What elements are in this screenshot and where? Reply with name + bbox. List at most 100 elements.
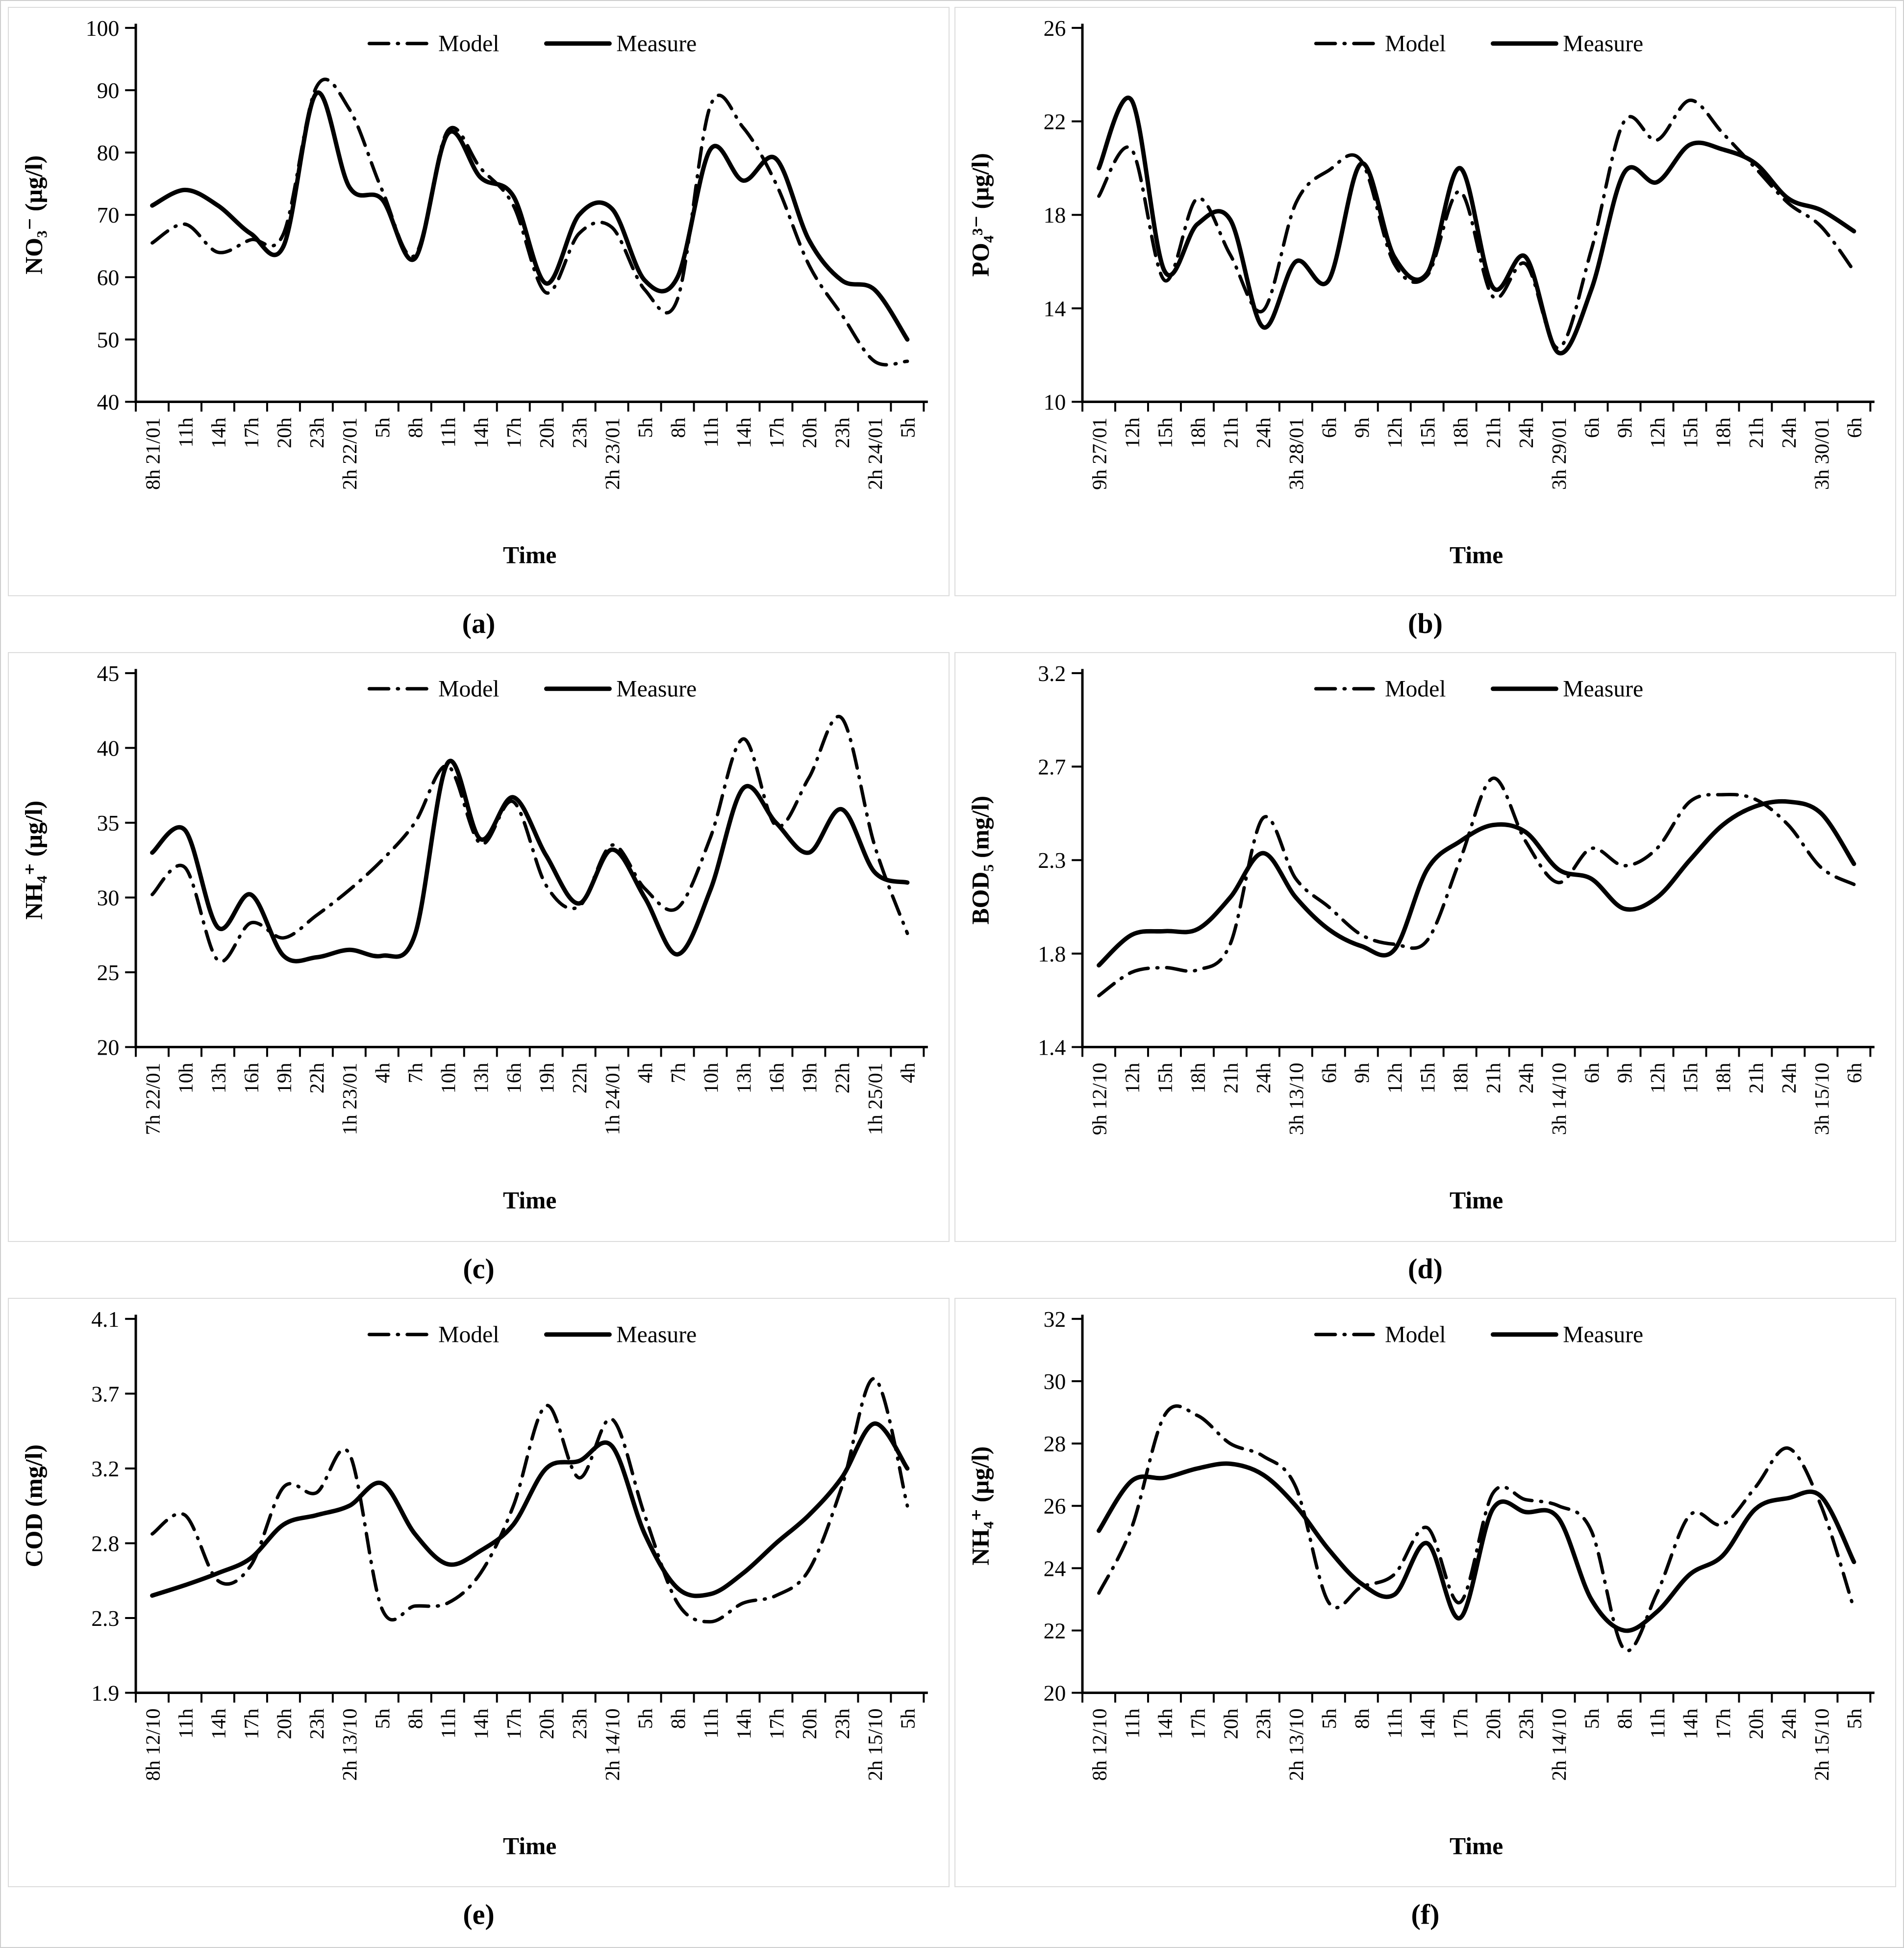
x-tick-label: 2h 24/01 — [864, 417, 887, 490]
x-tick-label: 1h 24/01 — [601, 1063, 624, 1136]
chart-e: 1.9 2.3 2.8 3.2 3.7 4.1 8h 12/10 11h 14h 17h 20h 23… — [8, 1297, 950, 1887]
x-tick-label: 10h — [175, 1063, 197, 1094]
series-model-line — [150, 715, 909, 963]
y-tick-label: 1.4 — [1038, 1035, 1066, 1060]
x-tick-label: 13h — [207, 1063, 230, 1094]
caption-a: (a) — [8, 596, 950, 650]
y-tick-label: 3.7 — [91, 1381, 119, 1406]
y-tick-label: 45 — [97, 661, 120, 686]
x-tick-label: 16h — [766, 1063, 788, 1094]
x-axis-title: Time — [1450, 1832, 1503, 1859]
x-tick-label: 3h 13/10 — [1285, 1063, 1308, 1136]
y-tick-label: 22 — [1044, 1618, 1066, 1643]
x-axis: 8h 12/10 11h 14h 17h 20h 23h 2h 13/10 5h 8h 11h 14… — [135, 1693, 925, 1781]
x-tick-label: 12h — [1121, 417, 1144, 448]
panel-a: 40 50 60 70 80 90 100 8h 21/01 11h 14h 17h 20h 23h 2h… — [8, 7, 950, 650]
x-tick-label: 4h — [634, 1063, 657, 1084]
x-tick-label: 21h — [1745, 1063, 1768, 1094]
y-tick-label: 2.3 — [91, 1606, 119, 1631]
x-tick-label: 3h 30/01 — [1811, 417, 1833, 490]
y-axis-title: NH₄⁺ (µg/l) — [967, 1446, 994, 1565]
x-tick-label: 5h — [372, 1708, 394, 1729]
x-tick-label: 16h — [503, 1063, 526, 1094]
x-tick-label: 12h — [1384, 1063, 1406, 1094]
x-tick-label: 11h — [437, 1708, 460, 1738]
y-axis: 1.4 1.8 2.3 2.7 3.2 — [1038, 661, 1083, 1060]
x-tick-label: 16h — [240, 1063, 263, 1094]
x-tick-label: 18h — [1712, 1063, 1735, 1094]
y-axis-title: BOD₅ (mg/l) — [967, 796, 994, 925]
chart-c: 20 25 30 35 40 45 7h 22/01 10h 13h 16h 19h 22h 1h 23… — [8, 652, 950, 1242]
x-tick-label: 2h 13/10 — [339, 1708, 361, 1781]
x-tick-label: 17h — [1450, 1708, 1472, 1739]
x-tick-label: 7h 22/01 — [142, 1063, 164, 1136]
y-tick-label: 25 — [97, 960, 120, 985]
x-tick-label: 9h — [1351, 1063, 1374, 1084]
y-tick-label: 2.3 — [1038, 848, 1066, 873]
axes — [1081, 24, 1875, 404]
y-tick-label: 1.9 — [91, 1680, 119, 1705]
caption-c: (c) — [8, 1242, 950, 1296]
x-tick-label: 6h — [1844, 417, 1866, 438]
x-tick-label: 11h — [175, 417, 197, 447]
x-tick-label: 20h — [273, 1708, 296, 1739]
x-axis: 9h 12/10 12h 15h 18h 21h 24h 3h 13/10 6h 9h 12h 15… — [1081, 1047, 1872, 1136]
x-tick-label: 13h — [470, 1063, 493, 1094]
y-tick-label: 40 — [97, 736, 120, 761]
caption-f-text: (f) — [1411, 1898, 1440, 1930]
series-measure-line — [1097, 799, 1856, 968]
x-tick-label: 15h — [1417, 417, 1439, 448]
x-tick-label: 21h — [1220, 417, 1242, 448]
x-axis-title: Time — [503, 1832, 556, 1859]
x-axis: 9h 27/01 12h 15h 18h 21h 24h 3h 28/01 6h 9h 12h 15… — [1081, 402, 1872, 490]
x-tick-label: 18h — [1712, 417, 1735, 448]
x-tick-label: 17h — [240, 417, 263, 448]
x-tick-label: 2h 13/10 — [1285, 1708, 1308, 1781]
axes — [134, 669, 928, 1049]
x-tick-label: 17h — [503, 417, 526, 448]
y-tick-label: 14 — [1044, 296, 1066, 321]
legend-model-label: Model — [1385, 676, 1446, 702]
x-tick-label: 23h — [306, 1708, 328, 1739]
x-tick-label: 20h — [273, 417, 296, 448]
x-tick-label: 22h — [831, 1063, 854, 1094]
x-tick-label: 23h — [1253, 1708, 1275, 1739]
y-axis: 40 50 60 70 80 90 100 — [86, 16, 136, 415]
legend-measure-label: Measure — [616, 31, 697, 57]
panel-c: 20 25 30 35 40 45 7h 22/01 10h 13h 16h 19h 22h 1h 23… — [8, 652, 950, 1295]
panel-b: 10 14 18 22 26 9h 27/01 12h 15h 18h 21h 24h 3h 28/0… — [954, 7, 1896, 650]
y-tick-label: 32 — [1044, 1306, 1066, 1331]
chart-a: 40 50 60 70 80 90 100 8h 21/01 11h 14h 17h 20h 23h 2h… — [8, 7, 950, 597]
x-tick-label: 5h — [1844, 1708, 1866, 1729]
x-tick-label: 20h — [1745, 1708, 1768, 1739]
x-tick-label: 11h — [175, 1708, 197, 1738]
axes — [134, 1315, 928, 1694]
x-tick-label: 9h — [1351, 417, 1374, 438]
x-tick-label: 3h 29/01 — [1548, 417, 1571, 490]
y-tick-label: 30 — [1044, 1369, 1066, 1394]
x-tick-label: 21h — [1745, 417, 1768, 448]
x-axis: 8h 12/10 11h 14h 17h 20h 23h 2h 13/10 5h 8h 11h 14… — [1081, 1693, 1872, 1781]
x-tick-label: 24h — [1778, 1063, 1801, 1094]
x-tick-label: 14h — [1679, 1708, 1702, 1739]
x-tick-label: 5h — [634, 1708, 657, 1729]
x-axis: 8h 21/01 11h 14h 17h 20h 23h 2h 22/01 5h 8h 11h 14… — [135, 402, 925, 490]
x-tick-label: 8h — [667, 1708, 690, 1729]
y-tick-label: 20 — [97, 1035, 120, 1060]
legend-model-label: Model — [438, 1321, 499, 1347]
y-axis-title: NH₄⁺ (µg/l) — [21, 801, 48, 920]
legend-measure-label: Measure — [616, 1321, 697, 1347]
axes — [1081, 669, 1875, 1049]
series-measure-line — [150, 90, 910, 342]
caption-d-text: (d) — [1408, 1253, 1443, 1285]
x-axis-title: Time — [503, 1187, 556, 1214]
caption-b: (b) — [954, 596, 1896, 650]
y-tick-label: 70 — [97, 202, 120, 228]
caption-d: (d) — [954, 1242, 1896, 1296]
x-tick-label: 21h — [1482, 417, 1505, 448]
x-tick-label: 5h — [372, 417, 394, 438]
x-tick-label: 8h — [1351, 1708, 1374, 1729]
chart-d: 1.4 1.8 2.3 2.7 3.2 9h 12/10 12h 15h 18h 21h 24h 3h… — [954, 652, 1896, 1242]
x-tick-label: 14h — [207, 417, 230, 448]
x-tick-label: 4h — [897, 1063, 920, 1084]
